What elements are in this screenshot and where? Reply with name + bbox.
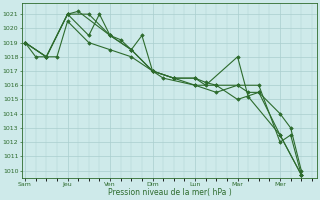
X-axis label: Pression niveau de la mer( hPa ): Pression niveau de la mer( hPa ) [108, 188, 231, 197]
